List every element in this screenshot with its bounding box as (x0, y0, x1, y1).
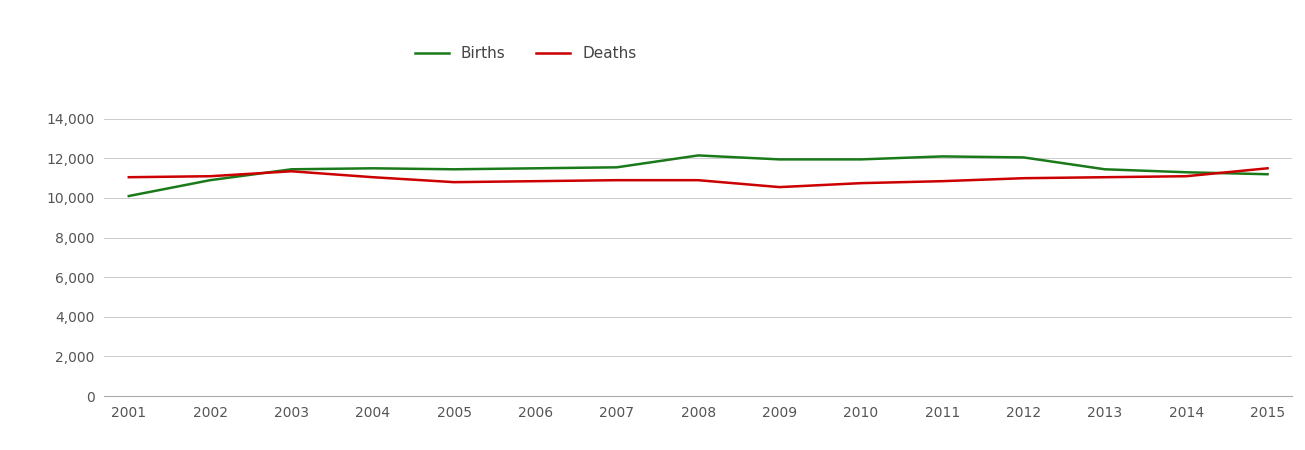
Deaths (1259, 166, 1275, 171)
Deaths (365, 175, 381, 180)
Births (283, 166, 299, 172)
Deaths (121, 175, 137, 180)
Deaths (934, 179, 950, 184)
Births (771, 157, 787, 162)
Deaths (690, 177, 706, 183)
Deaths (1098, 175, 1113, 180)
Births (1015, 155, 1031, 160)
Births (690, 153, 706, 158)
Deaths (446, 180, 462, 185)
Births (446, 166, 462, 172)
Deaths (527, 179, 543, 184)
Deaths (771, 184, 787, 190)
Deaths (853, 180, 869, 186)
Births (853, 157, 869, 162)
Deaths (202, 174, 218, 179)
Births (527, 166, 543, 171)
Deaths (1178, 174, 1194, 179)
Births (365, 166, 381, 171)
Deaths (1015, 176, 1031, 181)
Births (1178, 170, 1194, 175)
Births (609, 165, 625, 170)
Births (1098, 166, 1113, 172)
Births (202, 177, 218, 183)
Deaths (283, 169, 299, 174)
Legend: Births, Deaths: Births, Deaths (408, 40, 642, 68)
Deaths (609, 177, 625, 183)
Line: Deaths: Deaths (129, 168, 1267, 187)
Births (1259, 171, 1275, 177)
Line: Births: Births (129, 155, 1267, 196)
Births (934, 154, 950, 159)
Births (121, 194, 137, 199)
